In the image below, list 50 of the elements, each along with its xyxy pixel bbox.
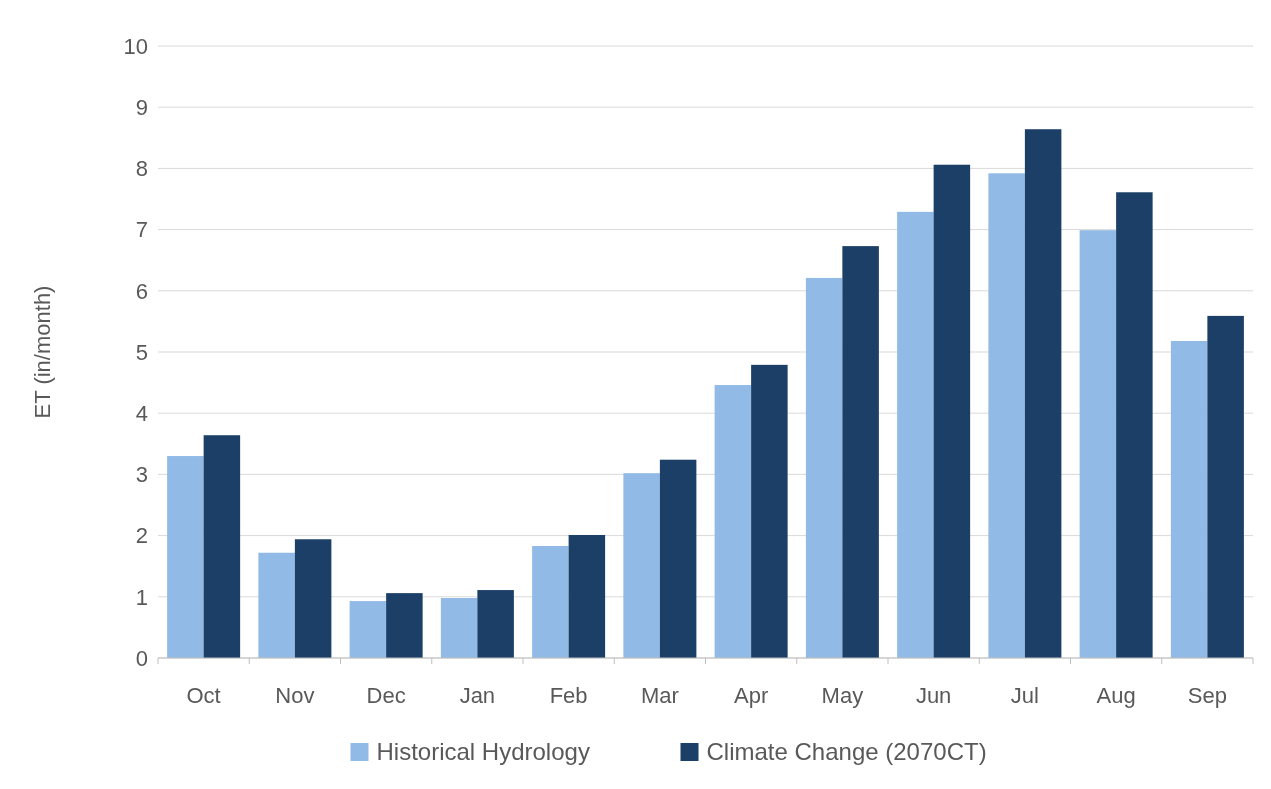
bar: [532, 546, 569, 658]
legend-label: Historical Hydrology: [376, 738, 590, 766]
bar: [1207, 315, 1244, 658]
bar: [1116, 192, 1153, 658]
bar: [1170, 340, 1208, 658]
bar: [659, 459, 697, 658]
x-tick-label: May: [821, 683, 864, 708]
y-tick-label: 5: [135, 339, 148, 365]
bar: [623, 473, 660, 658]
bar: [386, 593, 423, 658]
x-tick-label: Jun: [915, 683, 952, 708]
x-tick-label: Apr: [734, 683, 769, 708]
bar: [805, 277, 843, 658]
y-tick-label: 7: [135, 217, 148, 243]
bar: [988, 173, 1025, 658]
y-axis-title: ET (in/month): [30, 285, 55, 419]
bar: [897, 211, 934, 658]
x-tick-label: Aug: [1096, 683, 1136, 708]
bar: [751, 364, 788, 658]
y-tick-label: 1: [135, 584, 148, 610]
x-tick-label: Mar: [640, 683, 679, 708]
y-tick-label: 2: [135, 523, 148, 549]
y-tick-label: 3: [135, 462, 148, 488]
bar: [258, 552, 295, 658]
x-tick-label: Sep: [1187, 683, 1227, 708]
y-tick-label: 10: [123, 33, 148, 59]
x-tick-label: Feb: [549, 683, 588, 708]
x-tick-label: Oct: [186, 683, 221, 708]
bar: [1024, 129, 1062, 658]
y-tick-label: 4: [135, 400, 148, 426]
bar: [440, 598, 478, 658]
bar: [714, 385, 752, 658]
x-tick-label: Jul: [1010, 683, 1039, 708]
x-tick-label: Dec: [366, 683, 406, 708]
x-tick-label: Jan: [459, 683, 496, 708]
bar: [167, 456, 204, 658]
bar: [477, 590, 514, 658]
bar: [294, 539, 332, 658]
bar: [1079, 230, 1117, 658]
bar: [203, 435, 241, 658]
y-tick-label: 8: [135, 156, 148, 182]
y-tick-label: 0: [135, 645, 148, 671]
bar: [933, 164, 971, 658]
bar: [349, 601, 387, 658]
bar: [568, 534, 606, 658]
bar: [842, 246, 879, 658]
y-tick-label: 9: [135, 94, 148, 120]
x-tick-label: Nov: [275, 683, 315, 708]
legend-label: Climate Change (2070CT): [706, 738, 987, 766]
y-tick-label: 6: [135, 278, 148, 304]
